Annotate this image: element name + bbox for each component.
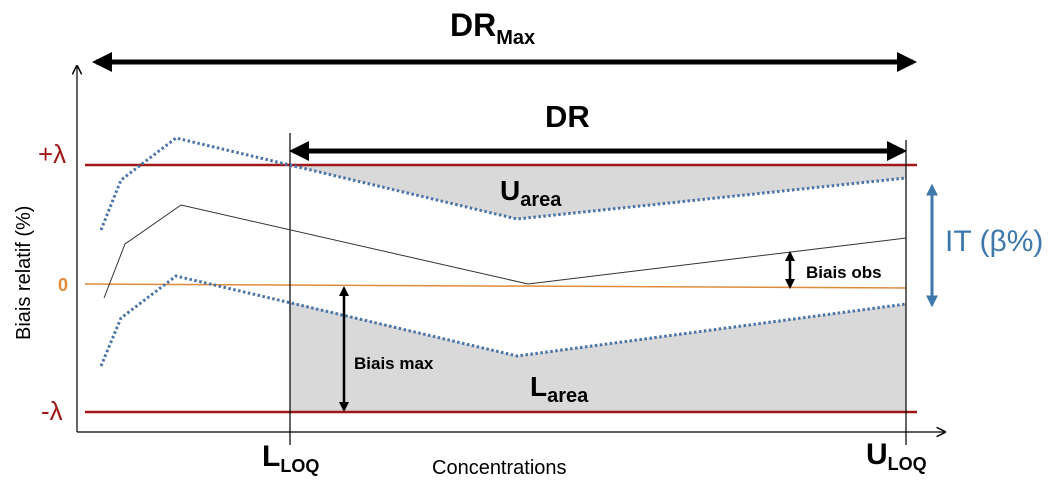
bias-line [103,204,907,299]
dr-label: DR [545,99,590,134]
biais-max-label: Biais max [354,354,434,373]
u-area-label: Uarea [500,175,562,211]
u-area-shading [290,165,906,219]
upper-tolerance-line [99,136,907,231]
y-axis-label: Biais relatif (%) [13,206,35,340]
zero-line [84,283,907,289]
it-label: IT (β%) [945,225,1043,258]
x-axis-label: Concentrations [432,457,567,479]
lloq-label: LLOQ [262,440,319,476]
l-area-shading [290,302,906,412]
lower-tolerance-line [99,274,907,367]
dr-max-label: DRMax [450,7,535,49]
biais-obs-label: Biais obs [806,263,882,282]
minus-lambda-label: -λ [41,396,63,426]
uloq-label: ULOQ [866,438,927,474]
zero-label: 0 [58,275,68,295]
plus-lambda-label: +λ [38,139,66,169]
l-area-label: Larea [530,371,589,407]
